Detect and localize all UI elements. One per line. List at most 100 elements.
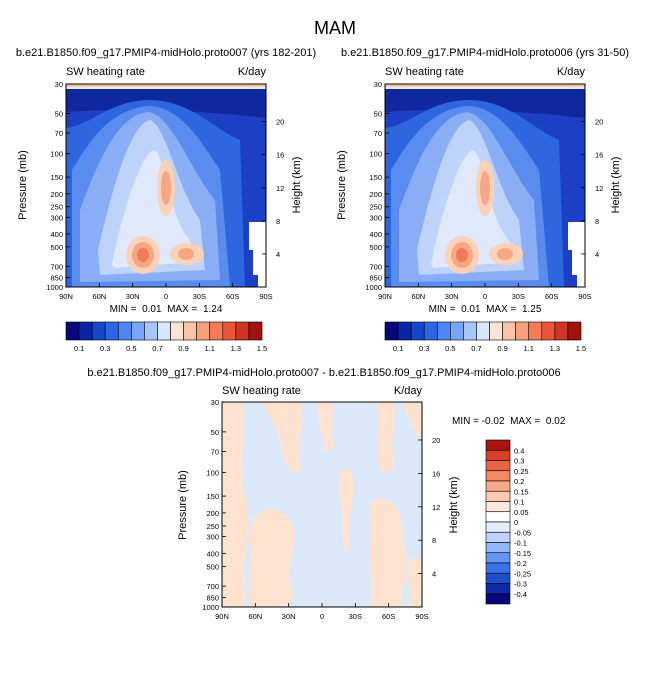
panelB-colorbar-swatch (423, 321, 438, 341)
panelC-colorbar-swatch (485, 542, 511, 554)
panel-a-colorbar (65, 321, 263, 341)
panelC-y-tick-label: 200 (206, 509, 219, 518)
panelC-colorbar-label: 0.05 (514, 508, 529, 517)
panelA-y-tick-label: 300 (50, 213, 63, 222)
panelA-y-tick-label: 70 (55, 129, 63, 138)
panelA-y-tick-label: 700 (50, 262, 63, 271)
panelC-y-right-tick-label: 16 (432, 469, 440, 478)
panelB-colorbar-swatch (450, 321, 464, 341)
panelB-colorbar-swatch (541, 321, 556, 341)
panelB-colorbar-swatch (489, 321, 503, 341)
panel-b-y-right-ticks: 20 16 12 8 4 (581, 118, 603, 259)
panelA-colorbar-label: 1.5 (257, 344, 267, 353)
panelB-y-right-tick-label: 12 (595, 184, 603, 193)
panelA-x-tick-label: 90N (59, 292, 73, 301)
panel-b-variable-label: SW heating rate (385, 66, 464, 78)
panel-c-min-max-text: MIN = -0.02 MAX = 0.02 (452, 416, 566, 427)
panelC-y-tick-label: 100 (206, 468, 219, 477)
panel-a: b.e21.B1850.f09_g17.PMIP4-midHolo.proto0… (16, 47, 316, 353)
panelC-y-tick-label: 1000 (202, 603, 219, 612)
panel-b: b.e21.B1850.f09_g17.PMIP4-midHolo.proto0… (336, 47, 629, 353)
panelC-x-tick-label: 60N (248, 612, 262, 621)
panelB-colorbar-swatch (384, 321, 399, 341)
panelA-colorbar-label: 0.5 (126, 344, 136, 353)
panelA-y-tick-label: 500 (50, 243, 63, 252)
panelB-colorbar-swatch (554, 321, 569, 341)
panelC-colorbar-label: 0.1 (514, 498, 524, 507)
panelA-colorbar-label: 0.9 (178, 344, 188, 353)
panelA-y-tick-label: 200 (50, 190, 63, 199)
panelB-y-tick-label: 250 (369, 203, 382, 212)
panelB-y-tick-label: 1000 (365, 283, 382, 292)
panelC-colorbar-label: -0.15 (514, 549, 531, 558)
panelB-colorbar-label: 1.5 (576, 344, 586, 353)
panelA-y-right-tick-label: 20 (276, 118, 284, 127)
panelB-y-tick-label: 100 (369, 150, 382, 159)
panel-c-y-right-ticks: 20 16 12 8 4 (418, 436, 440, 579)
panel-c-colorbar (485, 439, 511, 605)
panelB-colorbar-swatch (397, 321, 412, 341)
panelC-colorbar-swatch (485, 572, 511, 584)
panel-c-variable-label: SW heating rate (222, 385, 301, 397)
panelB-x-tick-label: 60N (411, 292, 425, 301)
panelB-colorbar-label: 1.3 (550, 344, 560, 353)
panel-c-x-ticks: 90N 60N 30N 0 30S 60S 90S (215, 603, 429, 621)
panelA-y-tick-label: 150 (50, 173, 63, 182)
panel-c-y-axis-label: Pressure (mb) (177, 470, 189, 540)
panelB-colorbar-label: 0.9 (497, 344, 507, 353)
panelA-y-tick-label: 850 (50, 274, 63, 283)
panelA-x-tick-label: 60S (226, 292, 239, 301)
panelC-y-tick-label: 150 (206, 492, 219, 501)
panelA-colorbar-label: 1.3 (231, 344, 241, 353)
panelC-colorbar-label: -0.25 (514, 569, 531, 578)
panelB-x-tick-label: 30S (512, 292, 525, 301)
panelC-y-tick-label: 700 (206, 582, 219, 591)
panelC-x-tick-label: 0 (320, 612, 324, 621)
panel-a-y-right-axis-label: Height (km) (291, 157, 303, 214)
panelB-colorbar-label: 0.1 (393, 344, 403, 353)
panel-c-colorbar-labels: 0.40.30.250.20.150.10.050-0.05-0.1-0.15-… (514, 446, 531, 599)
panelA-y-tick-label: 30 (55, 80, 63, 89)
panelC-y-tick-label: 50 (211, 428, 219, 437)
panelA-colorbar-swatch (65, 321, 80, 341)
panelA-colorbar-swatch (78, 321, 93, 341)
panelC-colorbar-swatch (485, 501, 511, 513)
panelA-colorbar-swatch (144, 321, 158, 341)
panelC-colorbar-swatch (485, 490, 511, 502)
panel-a-y-axis-label: Pressure (mb) (17, 150, 29, 220)
panelB-y-tick-label: 150 (369, 173, 382, 182)
panelC-colorbar-swatch (485, 562, 511, 574)
panelC-colorbar-swatch (485, 552, 511, 564)
panelA-colorbar-label: 0.1 (74, 344, 84, 353)
panelA-x-tick-label: 60N (92, 292, 106, 301)
panel-a-colorbar-labels: 0.1 0.3 0.5 0.7 0.9 1.1 1.3 1.5 (74, 344, 267, 353)
panelB-x-tick-label: 60S (545, 292, 558, 301)
panelA-y-tick-label: 250 (50, 203, 63, 212)
panel-a-y-right-ticks: 20 16 12 8 4 (262, 118, 284, 259)
panelA-x-tick-label: 30N (126, 292, 140, 301)
panelA-colorbar-label: 0.7 (152, 344, 162, 353)
panelC-colorbar-label: 0.4 (514, 446, 524, 455)
panel-b-x-ticks: 90N 60N 30N 0 30S 60S 90S (378, 283, 592, 301)
panelA-colorbar-label: 1.1 (205, 344, 215, 353)
panelA-colorbar-swatch (117, 321, 132, 341)
panelA-colorbar-swatch (183, 321, 197, 341)
panel-b-colorbar-labels: 0.1 0.3 0.5 0.7 0.9 1.1 1.3 1.5 (393, 344, 586, 353)
panelB-x-tick-label: 90N (378, 292, 392, 301)
panel-a-title: b.e21.B1850.f09_g17.PMIP4-midHolo.proto0… (16, 47, 316, 59)
panelB-colorbar-swatch (528, 321, 543, 341)
panelA-colorbar-label: 0.3 (100, 344, 110, 353)
panel-a-contour-field (66, 84, 266, 287)
panelA-colorbar-swatch (131, 321, 145, 341)
panelC-colorbar-label: -0.2 (514, 559, 527, 568)
panel-b-y-right-axis-label: Height (km) (610, 157, 622, 214)
panelB-y-right-tick-label: 16 (595, 151, 603, 160)
panelC-colorbar-swatch (485, 449, 511, 461)
panel-c: b.e21.B1850.f09_g17.PMIP4-midHolo.proto0… (87, 367, 565, 621)
panelB-colorbar-swatch (436, 321, 451, 341)
panelC-y-right-tick-label: 8 (432, 536, 436, 545)
panelC-colorbar-swatch (485, 511, 511, 523)
panelC-x-tick-label: 90S (415, 612, 428, 621)
panelC-colorbar-label: 0.2 (514, 477, 524, 486)
